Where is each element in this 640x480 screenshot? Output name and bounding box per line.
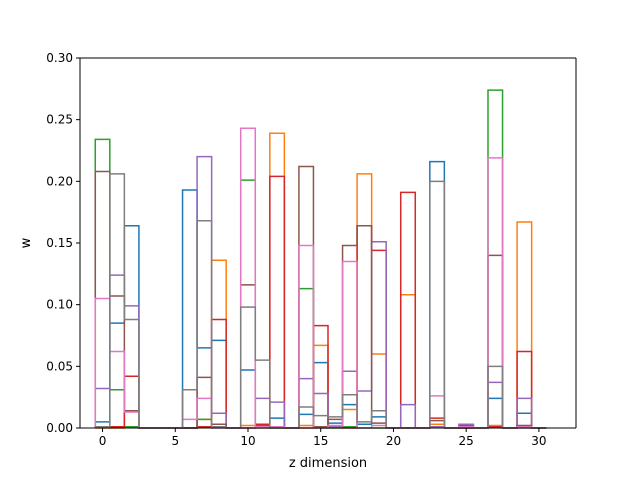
- y-axis-ticks: 0.00 0.05 0.10 0.15 0.20 0.25 0.30: [46, 51, 80, 435]
- x-tick-label: 20: [386, 434, 401, 448]
- y-tick-label: 0.00: [46, 421, 73, 435]
- x-tick-label: 15: [313, 434, 328, 448]
- y-tick-label: 0.05: [46, 359, 73, 373]
- x-tick-label: 30: [531, 434, 546, 448]
- y-tick-label: 0.20: [46, 174, 73, 188]
- x-axis-label: z dimension: [289, 456, 367, 471]
- y-tick-label: 0.10: [46, 298, 73, 312]
- x-tick-label: 5: [171, 434, 179, 448]
- x-axis-ticks: 0 5 10 15 20 25 30: [99, 428, 547, 448]
- y-tick-label: 0.15: [46, 236, 73, 250]
- x-tick-label: 0: [99, 434, 107, 448]
- x-tick-label: 25: [459, 434, 474, 448]
- x-tick-label: 10: [240, 434, 255, 448]
- y-tick-label: 0.25: [46, 113, 73, 127]
- y-axis-label: w: [19, 237, 34, 248]
- y-tick-label: 0.30: [46, 51, 73, 65]
